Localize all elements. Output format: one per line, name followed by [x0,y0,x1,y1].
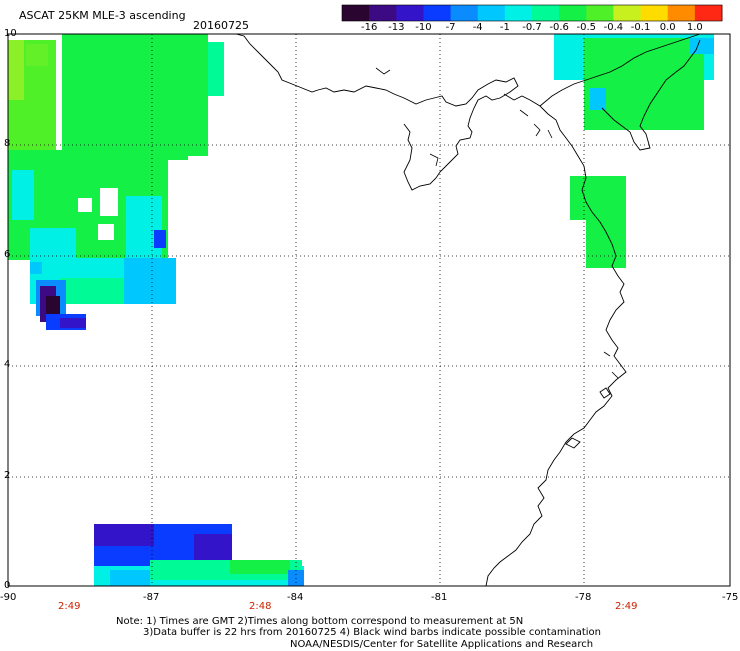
wind-cell [26,44,48,66]
wind-cell [570,176,626,220]
wind-cell [586,220,626,268]
x-tick-81w: -81 [431,592,448,603]
colorbar-tick-label: -16 [360,22,378,33]
wind-cell [30,228,76,262]
wind-cell [100,188,118,216]
wind-cell [590,88,606,110]
colorbar-segment [450,5,479,21]
colorbar-tick-label: -4 [472,22,483,33]
pass-time-1: 2:49 [58,601,81,612]
coastline-caribbean-colombia [539,33,701,151]
colorbar-segment [667,5,696,21]
note-line-2: 3)Data buffer is 22 hrs from 20160725 4)… [143,627,601,638]
coastline-central-america [235,33,519,191]
wind-cell [154,230,166,248]
wind-cell [94,524,154,546]
colorbar-segment [640,5,669,21]
note-credit: NOAA/NESDIS/Center for Satellite Applica… [290,639,594,650]
wind-cell [98,224,114,240]
x-tick-90w: -90 [0,592,17,603]
wind-cell [8,40,24,100]
colorbar-tick-label: 1.0 [686,22,703,33]
wind-cell [60,318,86,328]
y-tick-2: 2 [4,470,11,481]
coastline-fragments [375,67,619,379]
gridlines [8,34,730,586]
wind-cell [168,150,188,160]
wind-cell [208,42,224,96]
colorbar [341,4,723,22]
y-tick-0: 0 [4,580,11,591]
y-tick-8: 8 [4,138,11,149]
colorbar-segment [423,5,452,21]
colorbar-tick-label: -0.7 [522,22,542,33]
pass-time-2: 2:48 [249,601,272,612]
wind-cell [124,258,176,304]
colorbar-tick-label: -0.4 [603,22,624,33]
coastline [235,33,701,587]
colorbar-segment [504,5,533,21]
colorbar-segment [369,5,397,21]
x-tick-78w: -78 [575,592,592,603]
colorbar-segment [694,5,723,21]
wind-cell [78,198,92,212]
colorbar-tick-label: 0.0 [659,22,676,33]
colorbar-tick-label: -13 [388,22,405,33]
wind-cell [110,570,150,586]
wind-cell [230,560,290,574]
wind-cell [690,38,714,54]
colorbar-segment [532,5,560,21]
colorbar-segment [613,5,642,21]
wind-cell [194,534,232,560]
colorbar-tick-label: -0.1 [630,22,651,33]
x-tick-84w: -84 [287,592,304,603]
y-tick-4: 4 [4,359,11,370]
wind-cell [62,34,208,156]
colorbar-segment [342,5,370,21]
colorbar-tick-label: -10 [415,22,432,33]
colorbar-segment [586,5,614,21]
pass-time-3: 2:49 [615,601,638,612]
map-frame [7,33,731,587]
colorbar-segment [559,5,587,21]
colorbar-segment [477,5,506,21]
wind-cell [12,170,34,220]
y-tick-6: 6 [4,249,11,260]
x-tick-87w: -87 [143,592,160,603]
wind-cell [60,278,124,304]
wind-cell [126,196,162,260]
wind-cell [30,262,42,274]
note-line-1: Note: 1) Times are GMT 2)Times along bot… [116,616,524,627]
colorbar-tick-label: -1 [499,22,510,33]
coastline-panama-colombia [485,93,627,587]
colorbar-tick-label: -7 [445,22,456,33]
colorbar-border [341,4,723,22]
colorbar-tick-label: -0.6 [549,22,569,33]
coastline-gulf-of-uraba [565,387,611,449]
data-swaths [8,34,714,586]
y-tick-10: 10 [4,28,17,39]
x-tick-75w: -75 [722,592,739,603]
colorbar-segment [396,5,424,21]
colorbar-tick-label: -0.5 [576,22,597,33]
map-date: 20160725 [193,19,249,32]
map-title: ASCAT 25KM MLE-3 ascending [19,9,186,22]
